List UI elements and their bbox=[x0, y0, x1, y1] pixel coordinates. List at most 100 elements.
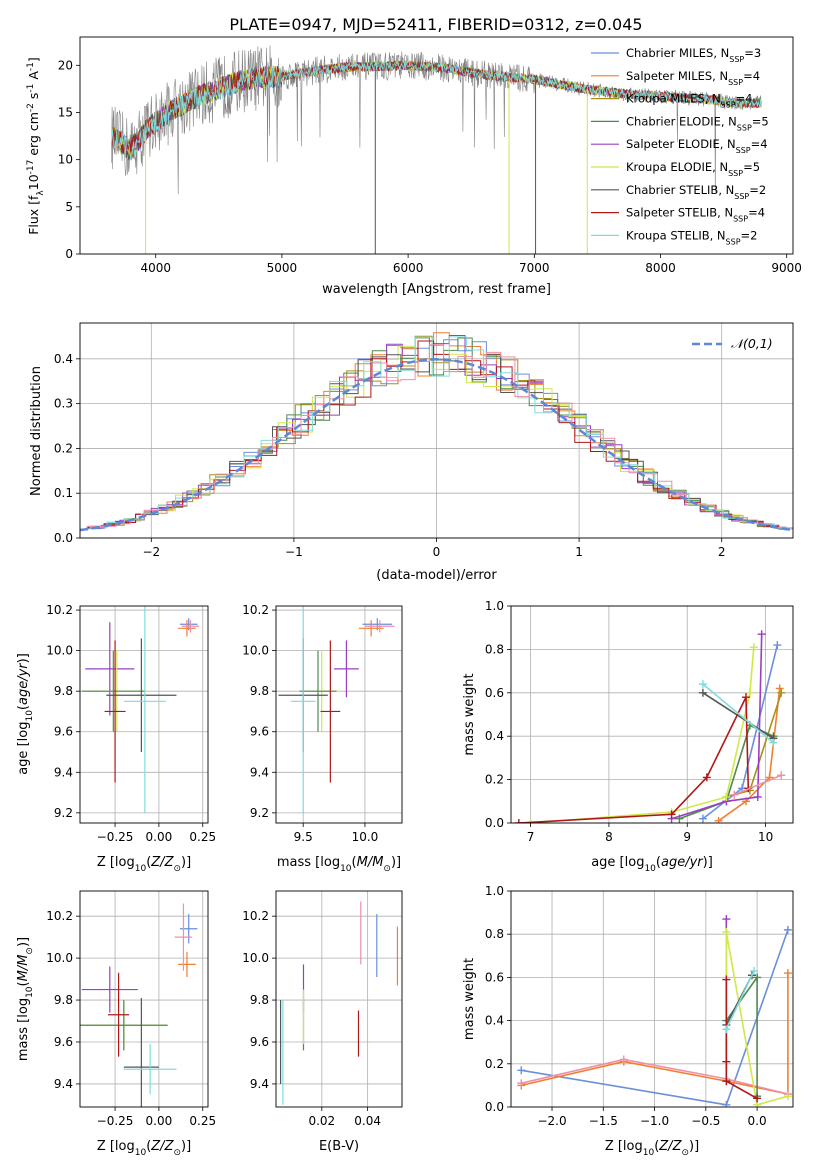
y-axis-label: mass weight bbox=[462, 958, 477, 1040]
plus-marker bbox=[769, 738, 778, 747]
grid bbox=[511, 890, 793, 1108]
plot-area bbox=[111, 45, 762, 254]
y-tick-label: 0 bbox=[65, 247, 73, 261]
y-tick-label: 15 bbox=[58, 105, 73, 119]
plot-area bbox=[278, 606, 395, 813]
x-axis-label: Z [log10(Z/Z⊙)] bbox=[97, 1139, 191, 1158]
y-tick-label: 1.0 bbox=[485, 599, 504, 613]
y-tick-label: 10 bbox=[58, 153, 73, 167]
spectrum-panel: 4000 5000 6000 7000 8000 9000 0 5 10 15 20 Chabrier… bbox=[26, 36, 802, 297]
x-tick-label: 0.00 bbox=[146, 1114, 173, 1128]
weight-vs-metallicity-panel: −2.0 −1.5 −1.0 −0.5 0.0 0.0 0.2 0.4 0.6 0.8 1.0 mas… bbox=[462, 884, 794, 1158]
x-tick-label: 4000 bbox=[140, 261, 171, 275]
y-tick-label: 0.1 bbox=[54, 486, 73, 500]
plot-area bbox=[80, 332, 793, 532]
axes-frame bbox=[79, 322, 794, 539]
mass-vs-extinction-panel: 0.02 0.04 9.4 9.6 9.8 10.0 10.2 E(B-V) bbox=[242, 890, 403, 1154]
y-tick-label: 9.4 bbox=[54, 765, 73, 779]
x-tick-label: 0.02 bbox=[308, 1114, 335, 1128]
x-tick-label: 5000 bbox=[267, 261, 298, 275]
y-tick-label: 10.2 bbox=[242, 909, 269, 923]
x-tick-label: 8 bbox=[605, 830, 613, 844]
plus-marker bbox=[722, 792, 731, 801]
legend-label: Salpeter MILES, NSSP=4 bbox=[626, 69, 760, 87]
y-tick-label: 10.2 bbox=[46, 603, 73, 617]
plus-marker bbox=[775, 684, 784, 693]
legend-label: 𝒩(0,1) bbox=[731, 336, 773, 351]
figure-title: PLATE=0947, MJD=52411, FIBERID=0312, z=0… bbox=[229, 15, 642, 34]
plus-marker bbox=[619, 1055, 628, 1064]
y-tick-label: 10.2 bbox=[46, 909, 73, 923]
y-tick-label: 0.0 bbox=[54, 531, 73, 545]
x-tick-label: 0.04 bbox=[354, 1114, 381, 1128]
plus-marker bbox=[783, 925, 792, 934]
plus-marker bbox=[745, 688, 754, 697]
y-tick-label: 0.2 bbox=[54, 441, 73, 455]
plus-marker bbox=[702, 773, 711, 782]
x-tick-label: −1.5 bbox=[589, 1114, 618, 1128]
x-tick-label: −0.25 bbox=[97, 830, 134, 844]
weight-line bbox=[518, 696, 750, 823]
legend-label: Kroupa MILES, NSSP=4 bbox=[626, 92, 752, 110]
x-tick-label: 9 bbox=[683, 830, 691, 844]
x-axis-label: Z [log10(Z/Z⊙)] bbox=[605, 1139, 699, 1158]
y-axis-label: age [log10(age/yr)] bbox=[16, 653, 35, 775]
y-tick-label: 10.2 bbox=[242, 603, 269, 617]
x-tick-label: 0.25 bbox=[189, 830, 216, 844]
y-tick-label: 10.0 bbox=[242, 644, 269, 658]
x-tick-label: 9.5 bbox=[294, 830, 313, 844]
y-tick-label: 0.4 bbox=[54, 352, 73, 366]
x-tick-label: 9000 bbox=[771, 261, 802, 275]
x-tick-label: 7000 bbox=[519, 261, 550, 275]
axes-frame bbox=[79, 890, 209, 1108]
plus-marker bbox=[773, 641, 782, 650]
y-tick-label: 9.4 bbox=[250, 765, 269, 779]
y-tick-label: 9.8 bbox=[250, 993, 269, 1007]
grid bbox=[276, 606, 402, 823]
x-tick-label: 0.25 bbox=[189, 1114, 216, 1128]
residual-histogram bbox=[80, 353, 793, 530]
weight-vs-age-panel: 7 8 9 10 0.0 0.2 0.4 0.6 0.8 1.0 mass weight age [l… bbox=[462, 599, 794, 874]
y-tick-label: 9.6 bbox=[54, 1035, 73, 1049]
x-tick-label: 0.00 bbox=[146, 830, 173, 844]
plus-marker bbox=[722, 1025, 731, 1034]
grid bbox=[276, 891, 402, 1107]
normal-distribution-curve bbox=[80, 358, 793, 532]
plus-marker bbox=[730, 790, 739, 799]
legend-label: Chabrier STELIB, NSSP=2 bbox=[626, 183, 766, 201]
y-tick-label: 0.4 bbox=[485, 729, 504, 743]
x-axis-label: mass [log10(M/M⊙)] bbox=[277, 855, 401, 874]
weight-line bbox=[733, 774, 782, 796]
plus-marker bbox=[753, 973, 762, 982]
plus-marker bbox=[517, 1079, 526, 1088]
legend-label: Chabrier ELODIE, NSSP=5 bbox=[626, 114, 769, 131]
y-tick-label: 10.0 bbox=[46, 951, 73, 965]
x-tick-label: 1 bbox=[575, 545, 583, 559]
y-tick-label: 0.0 bbox=[485, 816, 504, 830]
plus-marker bbox=[722, 928, 731, 937]
x-axis-label: (data-model)/error bbox=[376, 568, 497, 583]
x-tick-label: −2 bbox=[142, 545, 160, 559]
legend-label: Kroupa ELODIE, NSSP=5 bbox=[626, 160, 760, 178]
axes-frame bbox=[79, 36, 794, 255]
axes-frame bbox=[275, 605, 403, 824]
y-tick-label: 9.6 bbox=[250, 725, 269, 739]
x-tick-label: 2 bbox=[718, 545, 726, 559]
y-tick-label: 9.8 bbox=[54, 684, 73, 698]
plus-marker bbox=[514, 819, 523, 823]
model-spectrum bbox=[111, 60, 762, 160]
axes-frame bbox=[275, 890, 403, 1108]
weight-line bbox=[725, 970, 755, 1030]
grid bbox=[80, 606, 208, 823]
plus-marker bbox=[777, 771, 786, 780]
x-tick-label: −1.0 bbox=[640, 1114, 669, 1128]
plus-marker bbox=[750, 966, 759, 975]
y-axis-label: Flux [fλ10-17 erg cm-2 s-1 A-1] bbox=[26, 57, 46, 235]
plus-marker bbox=[722, 1077, 731, 1086]
plus-marker bbox=[749, 643, 758, 652]
x-tick-label: 0 bbox=[433, 545, 441, 559]
y-tick-label: 0.4 bbox=[485, 1014, 504, 1028]
axes-frame bbox=[79, 605, 209, 824]
plus-marker bbox=[783, 1092, 792, 1101]
y-tick-label: 10.0 bbox=[242, 951, 269, 965]
